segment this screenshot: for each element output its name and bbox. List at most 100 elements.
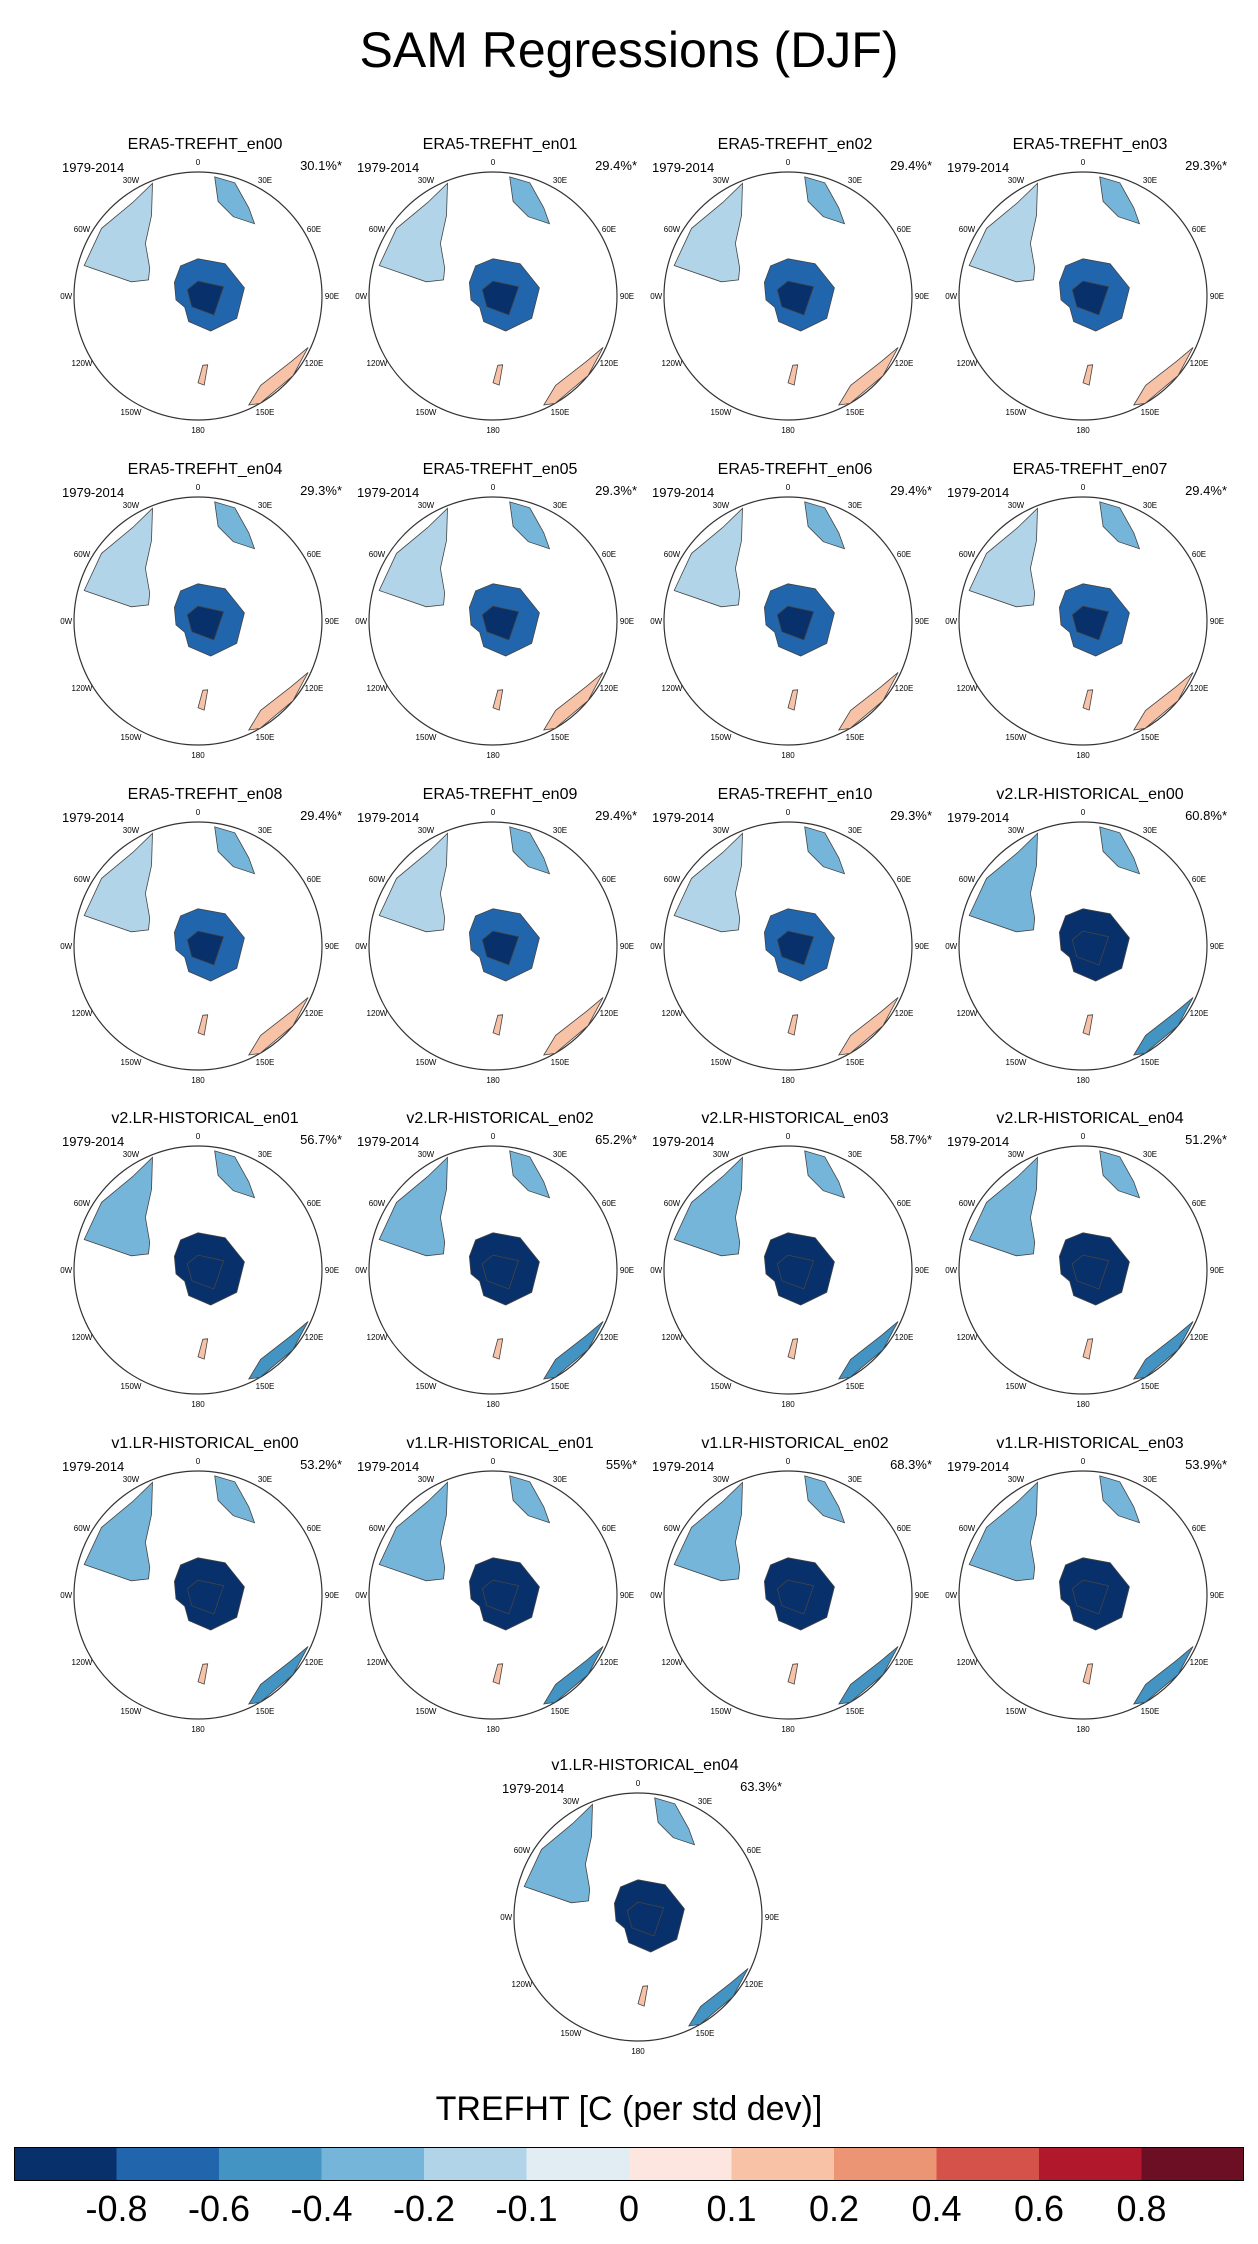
australia — [1133, 347, 1194, 406]
new-zealand — [197, 1663, 209, 1685]
longitude-label: 90E — [620, 292, 634, 301]
longitude-label: 60W — [74, 1524, 91, 1533]
panel-variance-explained: 51.2%* — [1185, 1132, 1227, 1147]
antarctica-core — [776, 1254, 815, 1290]
longitude-label: 150W — [121, 1058, 142, 1067]
polar-map: 0 30E 60E 90E 120E 150E 180 150W 120W 90W 60W 30W — [355, 1457, 634, 1734]
southern-africa — [1099, 501, 1141, 550]
longitude-label: 90W — [945, 617, 958, 626]
longitude-label: 60W — [74, 225, 91, 234]
longitude-label: 60W — [959, 1524, 976, 1533]
colorbar-segment — [424, 2147, 527, 2181]
longitude-label: 0 — [491, 1132, 496, 1141]
south-america — [673, 182, 743, 283]
longitude-label: 120W — [367, 684, 388, 693]
longitude-label: 90E — [325, 942, 339, 951]
longitude-label: 30E — [698, 1797, 712, 1806]
longitude-label: 30W — [1008, 1475, 1025, 1484]
longitude-label: 0 — [1081, 1132, 1086, 1141]
panel-title: v1.LR-HISTORICAL_en03 — [996, 1435, 1184, 1452]
map-panel: v2.LR-HISTORICAL_en00 1979-2014 60.8%* 0 30E… — [945, 786, 1235, 1086]
longitude-label: 60E — [602, 225, 616, 234]
map-panel: ERA5-TREFHT_en06 1979-2014 29.4%* 0 30E 60E 90… — [650, 461, 940, 761]
longitude-label: 0 — [786, 808, 791, 817]
longitude-label: 90W — [355, 942, 368, 951]
longitude-label: 90W — [945, 292, 958, 301]
longitude-label: 120E — [600, 1333, 619, 1342]
longitude-label: 30W — [123, 176, 140, 185]
longitude-label: 90W — [945, 942, 958, 951]
longitude-label: 60W — [369, 225, 386, 234]
south-america — [83, 182, 153, 283]
longitude-label: 90E — [325, 1591, 339, 1600]
new-zealand — [787, 1663, 799, 1685]
colorbar-title: TREFHT [C (per std dev)] — [435, 2090, 823, 2128]
panel-period: 1979-2014 — [62, 1459, 125, 1474]
new-zealand — [787, 1014, 799, 1036]
polar-map: 0 30E 60E 90E 120E 150E 180 150W 120W 90W 60W 30W — [945, 483, 1224, 760]
panel-period: 1979-2014 — [652, 160, 715, 175]
antarctica-core — [776, 605, 815, 641]
longitude-label: 30W — [418, 1150, 435, 1159]
australia — [248, 672, 309, 731]
longitude-label: 150W — [711, 733, 732, 742]
longitude-label: 150E — [846, 1058, 865, 1067]
longitude-label: 150W — [1006, 1707, 1027, 1716]
longitude-label: 120E — [895, 1009, 914, 1018]
longitude-label: 120E — [1190, 1333, 1209, 1342]
south-america — [83, 832, 153, 933]
longitude-label: 180 — [1076, 1076, 1090, 1085]
longitude-label: 150E — [256, 733, 275, 742]
antarctica-core — [186, 930, 225, 966]
longitude-label: 90E — [1210, 292, 1224, 301]
south-america — [378, 1156, 448, 1257]
longitude-label: 0 — [196, 1132, 201, 1141]
antarctica-core — [186, 1579, 225, 1615]
panel-variance-explained: 29.3%* — [300, 483, 342, 498]
polar-map: 0 30E 60E 90E 120E 150E 180 150W 120W 90W 60W 30W — [650, 158, 929, 435]
southern-africa — [1099, 826, 1141, 875]
panel-period: 1979-2014 — [947, 810, 1010, 825]
longitude-label: 90E — [620, 1591, 634, 1600]
australia — [838, 997, 899, 1056]
new-zealand — [492, 1338, 504, 1360]
south-america — [968, 507, 1038, 608]
panel-period: 1979-2014 — [502, 1781, 565, 1796]
panel-title: v1.LR-HISTORICAL_en02 — [701, 1435, 889, 1452]
antarctica-core — [776, 280, 815, 316]
longitude-label: 30E — [1143, 501, 1157, 510]
longitude-label: 60W — [959, 875, 976, 884]
southern-africa — [509, 826, 551, 875]
australia — [248, 1321, 309, 1380]
longitude-label: 60E — [897, 1199, 911, 1208]
colorbar-segment — [1141, 2147, 1244, 2181]
longitude-label: 90E — [325, 617, 339, 626]
longitude-label: 90W — [945, 1591, 958, 1600]
longitude-label: 150E — [846, 408, 865, 417]
longitude-label: 60E — [897, 1524, 911, 1533]
panel-period: 1979-2014 — [357, 485, 420, 500]
longitude-label: 180 — [1076, 1725, 1090, 1734]
antarctica-core — [186, 605, 225, 641]
south-america — [673, 507, 743, 608]
panel-variance-explained: 29.4%* — [595, 158, 637, 173]
south-america — [673, 1156, 743, 1257]
longitude-label: 150W — [1006, 733, 1027, 742]
australia — [543, 672, 604, 731]
colorbar-segment — [834, 2147, 937, 2181]
colorbar-segment — [526, 2147, 630, 2181]
panel-title: ERA5-TREFHT_en06 — [717, 461, 873, 478]
longitude-label: 120E — [600, 1658, 619, 1667]
longitude-label: 120W — [662, 1333, 683, 1342]
longitude-label: 60W — [369, 1199, 386, 1208]
colorbar-tick-label: -0.2 — [392, 2188, 456, 2229]
map-panel: v1.LR-HISTORICAL_en02 1979-2014 68.3%* 0 30E… — [650, 1435, 940, 1735]
panel-variance-explained: 30.1%* — [300, 158, 342, 173]
longitude-label: 0 — [1081, 158, 1086, 167]
antarctica-core — [481, 280, 520, 316]
new-zealand — [492, 1663, 504, 1685]
page-title: SAM Regressions (DJF) — [359, 22, 899, 78]
panel-variance-explained: 29.4%* — [300, 808, 342, 823]
colorbar — [14, 2147, 1244, 2181]
panel-period: 1979-2014 — [62, 485, 125, 500]
